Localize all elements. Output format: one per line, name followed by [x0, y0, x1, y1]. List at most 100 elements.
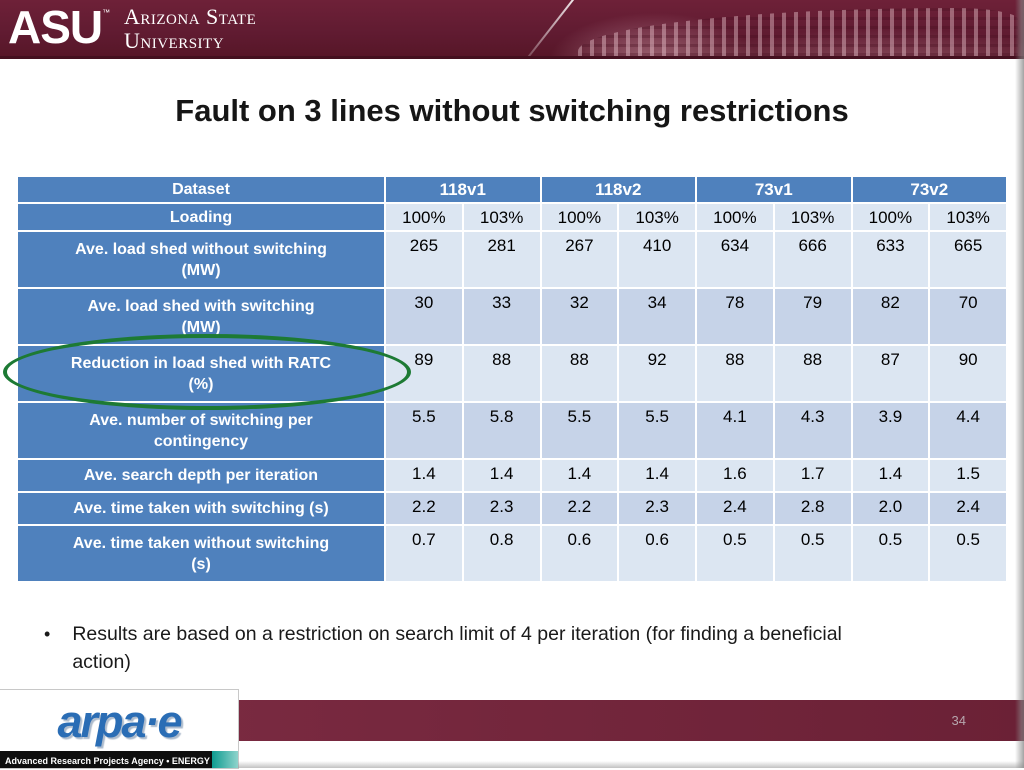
- table-cell: 2.0: [850, 491, 931, 526]
- table-cell: 0.7: [384, 524, 464, 583]
- table-cell: 82: [850, 287, 931, 346]
- university-name: Arizona State University: [124, 4, 257, 53]
- table-cell: 281: [461, 230, 542, 289]
- table-cell: 5.5: [617, 401, 697, 460]
- table-cell: 3.9: [850, 401, 931, 460]
- row-label: Ave. number of switching per contingency: [16, 401, 386, 460]
- table-cell: 2.8: [772, 491, 853, 526]
- table-cell: 33: [461, 287, 542, 346]
- table-row: Ave. time taken with switching (s) 2.2 2…: [16, 491, 1009, 526]
- table-cell: 0.5: [928, 524, 1009, 583]
- table-cell: 103%: [928, 202, 1009, 232]
- asu-banner: ASU™ Arizona State University: [0, 0, 1024, 59]
- dataset-header: Dataset: [16, 175, 386, 204]
- table-cell: 88: [461, 344, 542, 403]
- table-cell: 1.4: [850, 458, 931, 493]
- bullet-text: Results are based on a restriction on se…: [72, 623, 842, 673]
- table-cell: 100%: [539, 202, 620, 232]
- table-cell: 32: [539, 287, 620, 346]
- dataset-73v1: 73v1: [695, 175, 853, 204]
- table-cell: 1.4: [539, 458, 620, 493]
- table-cell: 100%: [850, 202, 931, 232]
- results-table: Dataset 118v1 118v2 73v1 73v2 Loading 10…: [16, 175, 1009, 583]
- trademark-symbol: ™: [102, 8, 111, 17]
- table-cell: 4.1: [695, 401, 775, 460]
- page-title: Fault on 3 lines without switching restr…: [175, 93, 849, 128]
- table-row: Ave. time taken without switching (s) 0.…: [16, 524, 1009, 583]
- table-cell: 633: [850, 230, 931, 289]
- table-cell: 0.5: [850, 524, 931, 583]
- table-cell: 1.6: [695, 458, 775, 493]
- table-cell: 5.8: [461, 401, 542, 460]
- table-cell: 4.4: [928, 401, 1009, 460]
- row-label: Ave. search depth per iteration: [16, 458, 386, 493]
- table-row: Ave. search depth per iteration 1.4 1.4 …: [16, 458, 1009, 493]
- table-cell: 0.5: [772, 524, 853, 583]
- table-cell: 30: [384, 287, 464, 346]
- loading-row: Loading 100% 103% 100% 103% 100% 103% 10…: [16, 202, 1009, 232]
- arpa-e-tagline-strip: Advanced Research Projects Agency • ENER…: [0, 751, 238, 768]
- table-cell: 78: [695, 287, 775, 346]
- table-cell: 2.4: [695, 491, 775, 526]
- table-cell: 410: [617, 230, 697, 289]
- arpa-e-logo: arpa·e Advanced Research Projects Agency…: [0, 690, 238, 768]
- row-label: Loading: [16, 202, 386, 232]
- dataset-73v2: 73v2: [850, 175, 1009, 204]
- table-cell: 0.6: [617, 524, 697, 583]
- table-cell: 2.4: [928, 491, 1009, 526]
- table-cell: 666: [772, 230, 853, 289]
- asu-logo-letters: ASU: [8, 1, 103, 53]
- table-cell: 1.4: [617, 458, 697, 493]
- dataset-118v2: 118v2: [539, 175, 697, 204]
- table-cell: 88: [539, 344, 620, 403]
- row-label: Ave. time taken without switching (s): [16, 524, 386, 583]
- table-cell: 665: [928, 230, 1009, 289]
- slide-edge-bottom: [238, 761, 1024, 768]
- highlight-ellipse: [3, 334, 411, 410]
- table-cell: 2.2: [384, 491, 464, 526]
- table-cell: 2.3: [461, 491, 542, 526]
- table-cell: 2.3: [617, 491, 697, 526]
- table-cell: 34: [617, 287, 697, 346]
- table-cell: 103%: [461, 202, 542, 232]
- table-cell: 1.5: [928, 458, 1009, 493]
- table-cell: 5.5: [539, 401, 620, 460]
- table-row: Ave. load shed without switching (MW) 26…: [16, 230, 1009, 289]
- asu-logo: ASU™: [8, 0, 110, 54]
- table-cell: 267: [539, 230, 620, 289]
- table-cell: 2.2: [539, 491, 620, 526]
- table-cell: 1.7: [772, 458, 853, 493]
- arpa-e-tagline: Advanced Research Projects Agency • ENER…: [5, 756, 210, 766]
- table-cell: 5.5: [384, 401, 464, 460]
- table-cell: 103%: [617, 202, 697, 232]
- table-cell: 90: [928, 344, 1009, 403]
- table-cell: 4.3: [772, 401, 853, 460]
- arpa-e-wordmark: arpa·e: [57, 696, 182, 747]
- table-cell: 1.4: [384, 458, 464, 493]
- table-row: Ave. load shed with switching (MW) 30 33…: [16, 287, 1009, 346]
- table-cell: 100%: [384, 202, 464, 232]
- page-number: 34: [951, 713, 966, 728]
- table-cell: 1.4: [461, 458, 542, 493]
- table-cell: 92: [617, 344, 697, 403]
- table-header-row: Dataset 118v1 118v2 73v1 73v2: [16, 175, 1009, 204]
- table-cell: 0.6: [539, 524, 620, 583]
- table-cell: 87: [850, 344, 931, 403]
- row-label: Ave. time taken with switching (s): [16, 491, 386, 526]
- bullet-dot: •: [44, 624, 51, 644]
- table-row: Ave. number of switching per contingency…: [16, 401, 1009, 460]
- arpa-e-teal-accent: [212, 751, 238, 768]
- dataset-118v1: 118v1: [384, 175, 542, 204]
- bullet-item: • Results are based on a restriction on …: [44, 620, 852, 676]
- building-image: [484, 0, 1024, 56]
- table-cell: 70: [928, 287, 1009, 346]
- results-table-wrap: Dataset 118v1 118v2 73v1 73v2 Loading 10…: [16, 175, 1009, 583]
- row-label: Ave. load shed without switching (MW): [16, 230, 386, 289]
- table-cell: 634: [695, 230, 775, 289]
- table-cell: 0.5: [695, 524, 775, 583]
- table-cell: 79: [772, 287, 853, 346]
- table-cell: 103%: [772, 202, 853, 232]
- table-cell: 265: [384, 230, 464, 289]
- table-cell: 100%: [695, 202, 775, 232]
